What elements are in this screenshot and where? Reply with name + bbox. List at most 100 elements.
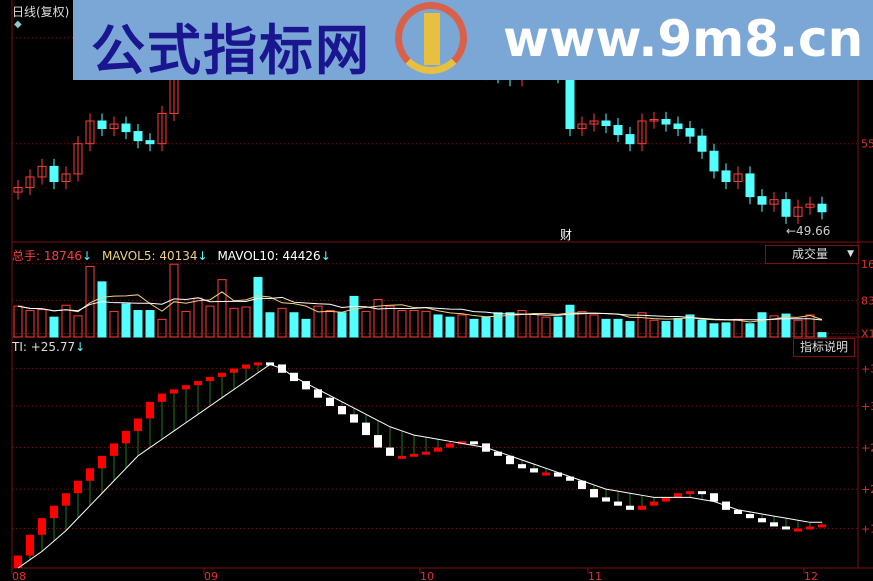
watermark-logo [395,2,467,74]
arrow-down-icon: ↓ [75,340,86,354]
ti-bar [350,414,358,423]
ti-legend: TI: +25.77↓ [12,340,85,354]
volume-bar [13,305,23,338]
ti-value: +25.77 [30,340,76,354]
period-label: 日线(复权) [12,5,70,19]
ti-bar [170,389,178,394]
watermark-banner: 公式指标网 www.9m8.cn [73,0,873,82]
watermark-site-name: 公式指标网 [91,19,371,82]
volume-bar [121,303,131,338]
volume-bar [805,314,815,338]
ti-bar [662,497,670,502]
volume-bar [73,315,83,338]
candle [157,112,167,145]
ti-bar [506,455,514,465]
total-volume-label: 总手: [12,249,44,263]
arrow-down-icon: ↓ [197,249,208,263]
candle [625,134,635,145]
volume-bar [673,317,683,338]
candle [85,120,95,145]
ti-bar [794,528,802,532]
ti-bar [98,455,106,469]
ti-bar [230,368,238,373]
ti-bar [578,480,586,490]
indicator-help-button[interactable]: 指标说明 [793,338,856,357]
ti-bar [206,376,214,382]
volume-bar [769,315,779,338]
y-tick-label: 83 [861,294,873,307]
y-tick-label: 16 [861,258,873,271]
ti-bar [374,435,382,448]
ti-bar [314,389,322,398]
candle [817,203,827,213]
volume-bar [649,319,659,338]
volume-bar [601,318,611,338]
y-tick-label: X1 [861,327,873,340]
ti-bar [218,372,226,377]
y-tick-label: +2 [861,442,873,455]
volume-bar [613,318,623,338]
volume-bar [397,310,407,338]
volume-bar [181,310,191,338]
ti-bar [422,451,430,455]
ti-bar [194,381,202,386]
ti-bar [74,480,82,494]
volume-bar [457,314,467,338]
ti-bar [734,509,742,514]
candle [733,173,743,182]
volume-bar [157,318,167,338]
candle [781,199,791,217]
chevron-down-icon: ▼ [847,249,854,259]
candle [97,120,107,130]
volume-bar [325,310,335,338]
volume-bar [61,304,71,338]
candle [61,173,71,182]
candle [565,75,575,130]
candle [37,165,47,178]
volume-bar [469,318,479,338]
ti-bar [122,430,130,444]
volume-bar [253,276,263,338]
volume-bar [97,281,107,338]
ti-bar [758,518,766,523]
y-tick-label: 55 [861,138,873,151]
volume-bar [301,318,311,338]
indicator-selector[interactable]: 成交量 ▼ [765,245,859,264]
ti-bar [770,522,778,527]
candle [13,187,23,193]
ti-bar [326,397,334,406]
ti-bar [638,505,646,510]
ti-bar [362,422,370,436]
candle [133,131,143,142]
ti-bar [14,555,22,568]
candle [769,199,779,205]
volume-bar [217,279,227,338]
volume-bar [505,312,515,338]
candle [577,123,587,130]
ti-bar [458,441,466,445]
volume-bar [409,310,419,338]
x-tick-label: 11 [588,570,602,581]
ti-bar [242,364,250,369]
volume-bar [481,316,491,338]
ti-bar [554,472,562,477]
volume-bar [565,304,575,338]
mavol10-value: 44426 [282,249,321,263]
ti-bar [530,468,538,473]
diamond-icon: ◆ [14,19,22,30]
y-tick-label: +1 [861,523,873,536]
ti-bar [134,418,142,431]
volume-bar [277,307,287,338]
ti-bar [398,455,406,459]
event-marker: 财 [560,228,572,242]
x-tick-label: 10 [420,570,434,581]
ti-label: TI: [12,340,31,354]
volume-bar [289,312,299,338]
volume-bar [109,310,119,338]
ti-bar [674,493,682,498]
y-tick-label: +3 [861,400,873,413]
volume-bar [193,297,203,338]
volume-bar [229,307,239,338]
volume-bar [313,305,323,338]
